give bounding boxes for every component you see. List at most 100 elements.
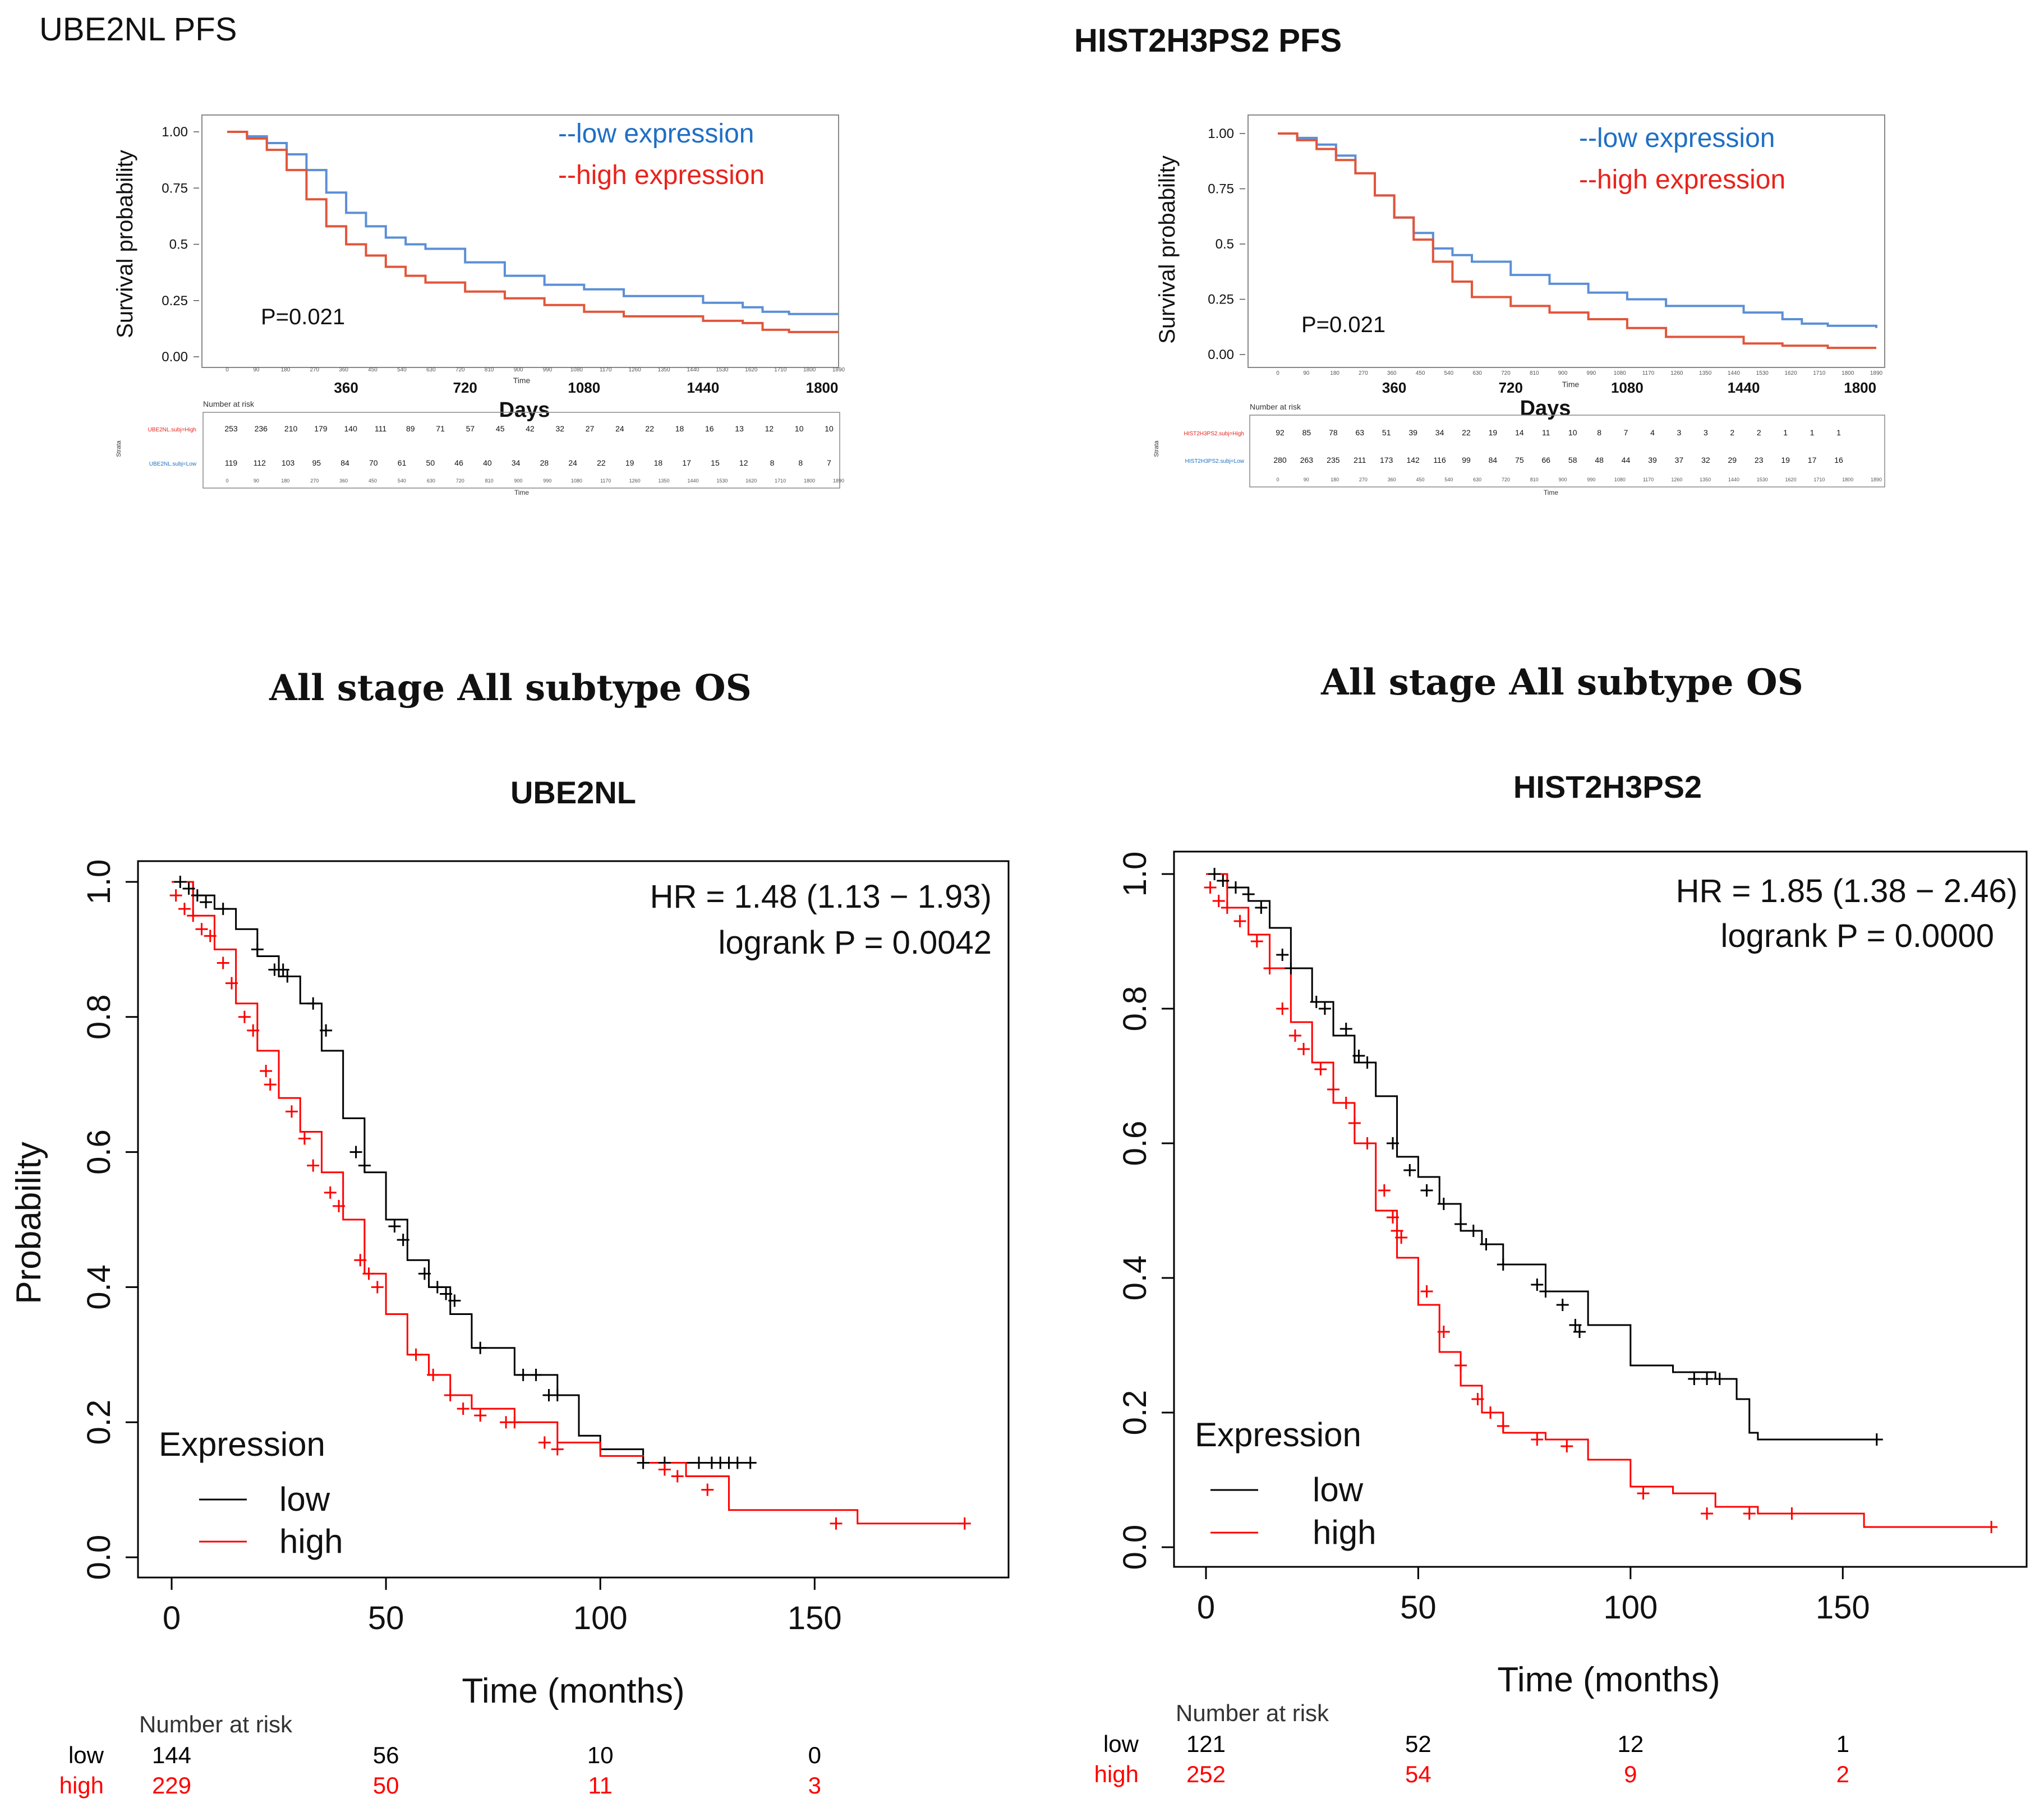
censor-mark-low — [1255, 902, 1268, 914]
risk-value: 280 — [1273, 456, 1287, 465]
risk-value: 1 — [1810, 428, 1815, 437]
risk-x-tick-2: 180 — [1331, 477, 1339, 482]
censor-mark-high — [1314, 1063, 1327, 1075]
risk-value: 2 — [1757, 428, 1761, 437]
panel-hist2h3ps2-pfs: HIST2H3PS2 PFS Survival probability 1.00… — [1074, 22, 1885, 496]
risk-value: 7 — [827, 458, 831, 467]
risk-value: 235 — [1327, 456, 1340, 465]
risk-x-tick-10: 900 — [514, 478, 523, 484]
plot-frame-bl — [137, 860, 1010, 1579]
censor-mark-high — [1471, 1393, 1484, 1405]
x-tick-small-14: 1260 — [629, 367, 642, 373]
risk-x-tick-4: 360 — [1388, 477, 1396, 482]
censor-mark-low — [1318, 1002, 1331, 1015]
plot-title-bl: UBE2NL — [510, 775, 636, 810]
censor-mark-low — [217, 903, 229, 916]
censor-mark-high — [1701, 1507, 1714, 1520]
risk-value: 50 — [426, 458, 435, 467]
censor-mark-high — [1327, 1083, 1340, 1096]
risk-row-label-low-br: low — [1103, 1731, 1139, 1757]
risk-title-tl: Number at risk — [203, 399, 255, 408]
y-tick-label-1: 0.2 — [81, 1400, 117, 1445]
censor-mark-low — [1701, 1373, 1714, 1385]
risk-value: 140 — [344, 424, 358, 433]
censor-mark-low — [431, 1281, 444, 1294]
censor-mark-low — [1569, 1319, 1582, 1331]
x-tick-large-1: 720 — [1499, 379, 1523, 396]
legend-label-high-bl: high — [279, 1523, 343, 1560]
censor-mark-low — [1208, 868, 1221, 880]
risk-value: 12 — [765, 424, 774, 433]
curves-tl — [227, 131, 839, 333]
risk-value: 24 — [615, 424, 624, 433]
censor-mark-high — [333, 1199, 346, 1212]
censor-mark-low — [1339, 1023, 1352, 1035]
x-tick-large-4: 1800 — [1844, 379, 1876, 396]
risk-value: 17 — [682, 458, 691, 467]
censor-mark-low — [388, 1220, 401, 1233]
risk-time-label-tl: Time — [514, 489, 530, 496]
censor-mark-high — [285, 1105, 298, 1118]
censor-mark-high — [1985, 1521, 1998, 1533]
censor-mark-high — [701, 1483, 714, 1496]
risk-x-tick-11: 990 — [543, 478, 551, 484]
censor-mark-high — [958, 1517, 971, 1530]
censor-mark-low — [281, 970, 294, 983]
censor-mark-low — [1480, 1238, 1493, 1250]
risk-value: 22 — [1462, 428, 1471, 437]
risk-value: 84 — [340, 458, 349, 467]
censor-mark-low — [1352, 1050, 1365, 1062]
risk-x-tick-8: 720 — [1502, 477, 1510, 482]
risk-value: 42 — [526, 424, 535, 433]
x-tick-large-3: 1440 — [687, 379, 720, 396]
censor-mark-low — [1713, 1373, 1726, 1385]
legend-high-tl: --high expression — [558, 160, 765, 190]
y-tick-label-2: 0.5 — [1216, 237, 1234, 252]
risk-value: 18 — [675, 424, 684, 433]
censor-mark-high — [444, 1389, 457, 1402]
risk-value: 7 — [1624, 428, 1628, 437]
x-tick-large-3: 1440 — [1728, 379, 1760, 396]
risk-value-low: 0 — [808, 1742, 821, 1768]
x-tick-small-7: 630 — [1472, 370, 1482, 376]
censor-mark-high — [298, 1132, 311, 1145]
x-tick-small-20: 1800 — [1842, 370, 1854, 376]
x-tick-label-1: 50 — [368, 1600, 404, 1636]
y-tick-label-3: 0.6 — [81, 1129, 117, 1175]
x-tick-small-9: 810 — [485, 367, 494, 373]
censor-mark-high — [1212, 895, 1225, 907]
censor-mark-low — [251, 943, 264, 956]
censor-mark-high — [307, 1159, 320, 1172]
y-tick-label-0: 1.00 — [162, 125, 188, 140]
logrank-text-br: logrank P = 0.0000 — [1721, 918, 1994, 954]
censor-mark-low — [1285, 962, 1297, 974]
y-axis-label-tl: Survival probability — [113, 150, 137, 338]
risk-value-low: 144 — [152, 1742, 191, 1768]
censor-mark-low — [448, 1294, 461, 1307]
risk-x-tick-0: 0 — [1276, 477, 1279, 482]
risk-x-tick-7: 630 — [427, 478, 435, 484]
risk-value: 1 — [1783, 428, 1788, 437]
censor-mark-high — [508, 1416, 521, 1429]
risk-value-low: 52 — [1405, 1731, 1431, 1757]
x-tick-small-13: 1170 — [1642, 370, 1655, 376]
risk-x-tick-10: 900 — [1559, 477, 1567, 482]
censor-mark-high — [371, 1281, 384, 1294]
legend-label-low-br: low — [1313, 1471, 1364, 1509]
legend-label-low-bl: low — [279, 1480, 330, 1518]
plot-title-br: HIST2H3PS2 — [1513, 769, 1702, 804]
risk-x-tick-16: 1440 — [1728, 477, 1739, 482]
risk-row-label-high-tl: UBE2NL.subj=High — [148, 427, 196, 433]
censor-mark-low — [1454, 1218, 1467, 1230]
censor-mark-high — [538, 1436, 551, 1449]
censor-mark-high — [1437, 1326, 1450, 1338]
censor-mark-high — [1497, 1420, 1509, 1432]
legend-title-br: Expression — [1195, 1416, 1361, 1454]
censor-mark-high — [1221, 902, 1233, 914]
censor-mark-low — [692, 1456, 705, 1469]
y-ticks-tr: 1.00 0.75 0.5 0.25 0.00 — [1208, 126, 1245, 362]
censor-mark-high — [1378, 1184, 1391, 1197]
curve-high — [227, 131, 839, 333]
risk-x-tick-17: 1530 — [1757, 477, 1768, 482]
